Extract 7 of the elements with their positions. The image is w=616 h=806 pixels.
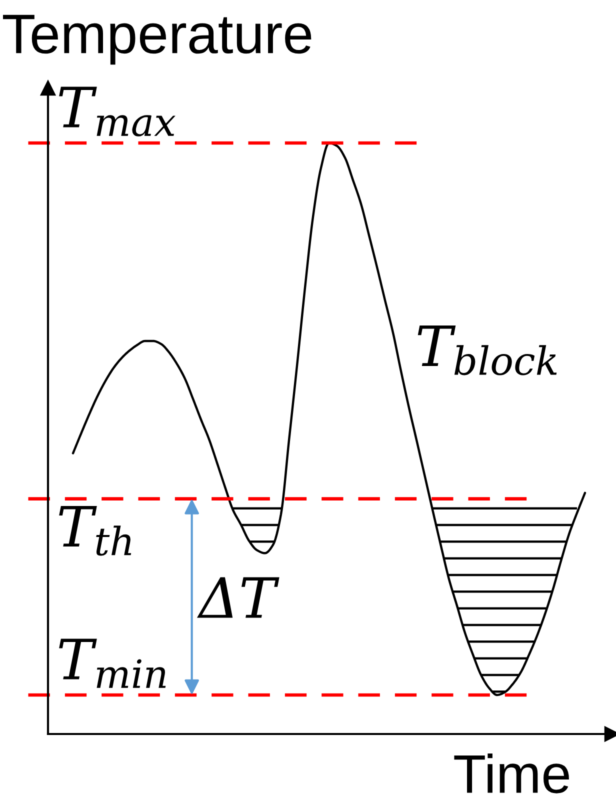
y-axis-title: Temperature [3,14,312,65]
ref-line-label: T$_{min}$ [59,638,166,688]
x-axis-title: Time [454,754,569,794]
ref-line-label: T$_{th}$ [59,506,132,556]
series-label: T$_{block}$ [418,326,557,376]
ref-line-label: T$_{max}$ [59,86,176,136]
annotation: ΔT [196,577,280,618]
